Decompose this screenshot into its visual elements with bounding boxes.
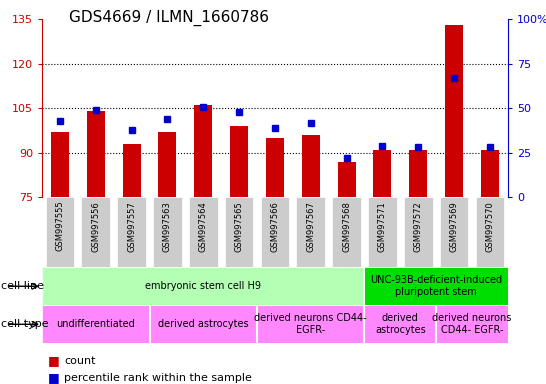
Bar	[365, 305, 436, 343]
Bar	[51, 132, 69, 197]
Bar	[230, 126, 248, 197]
Bar	[410, 150, 427, 197]
Text: GSM997563: GSM997563	[163, 201, 172, 252]
Text: derived
astrocytes: derived astrocytes	[375, 313, 426, 335]
Text: count: count	[64, 356, 96, 366]
Bar	[365, 267, 508, 305]
Text: GSM997556: GSM997556	[91, 201, 100, 252]
Bar	[189, 197, 218, 267]
Text: derived astrocytes: derived astrocytes	[158, 319, 248, 329]
Bar	[445, 25, 463, 197]
Text: UNC-93B-deficient-induced
pluripotent stem: UNC-93B-deficient-induced pluripotent st…	[370, 275, 502, 297]
Text: undifferentiated: undifferentiated	[56, 319, 135, 329]
Bar	[436, 305, 508, 343]
Text: cell line: cell line	[1, 281, 44, 291]
Bar	[337, 162, 355, 197]
Text: GSM997571: GSM997571	[378, 201, 387, 252]
Text: percentile rank within the sample: percentile rank within the sample	[64, 373, 252, 383]
Text: GSM997566: GSM997566	[270, 201, 280, 252]
Text: GSM997555: GSM997555	[56, 201, 64, 252]
Text: embryonic stem cell H9: embryonic stem cell H9	[145, 281, 261, 291]
Text: GSM997564: GSM997564	[199, 201, 208, 252]
Text: GSM997569: GSM997569	[449, 201, 459, 252]
Bar	[87, 111, 105, 197]
Text: derived neurons
CD44- EGFR-: derived neurons CD44- EGFR-	[432, 313, 512, 335]
Text: GSM997572: GSM997572	[414, 201, 423, 252]
Bar	[481, 150, 499, 197]
Bar	[332, 197, 361, 267]
Bar	[440, 197, 468, 267]
Bar	[117, 197, 146, 267]
Text: GSM997567: GSM997567	[306, 201, 315, 252]
Bar	[257, 305, 365, 343]
Bar	[260, 197, 289, 267]
Bar	[302, 135, 320, 197]
Bar	[153, 197, 182, 267]
Bar	[81, 197, 110, 267]
Text: cell type: cell type	[1, 319, 48, 329]
Text: GSM997568: GSM997568	[342, 201, 351, 252]
Bar	[42, 305, 150, 343]
Bar	[42, 267, 365, 305]
Text: ■: ■	[48, 371, 60, 384]
Bar	[404, 197, 432, 267]
Bar	[150, 305, 257, 343]
Bar	[368, 197, 397, 267]
Text: GSM997557: GSM997557	[127, 201, 136, 252]
Bar	[158, 132, 176, 197]
Bar	[123, 144, 140, 197]
Text: derived neurons CD44-
EGFR-: derived neurons CD44- EGFR-	[254, 313, 367, 335]
Bar	[266, 138, 284, 197]
Bar	[296, 197, 325, 267]
Bar	[194, 105, 212, 197]
Bar	[46, 197, 74, 267]
Bar	[373, 150, 391, 197]
Text: GDS4669 / ILMN_1660786: GDS4669 / ILMN_1660786	[69, 10, 269, 26]
Bar	[476, 197, 504, 267]
Bar	[225, 197, 253, 267]
Text: GSM997565: GSM997565	[235, 201, 244, 252]
Text: ■: ■	[48, 354, 60, 367]
Text: GSM997570: GSM997570	[485, 201, 494, 252]
